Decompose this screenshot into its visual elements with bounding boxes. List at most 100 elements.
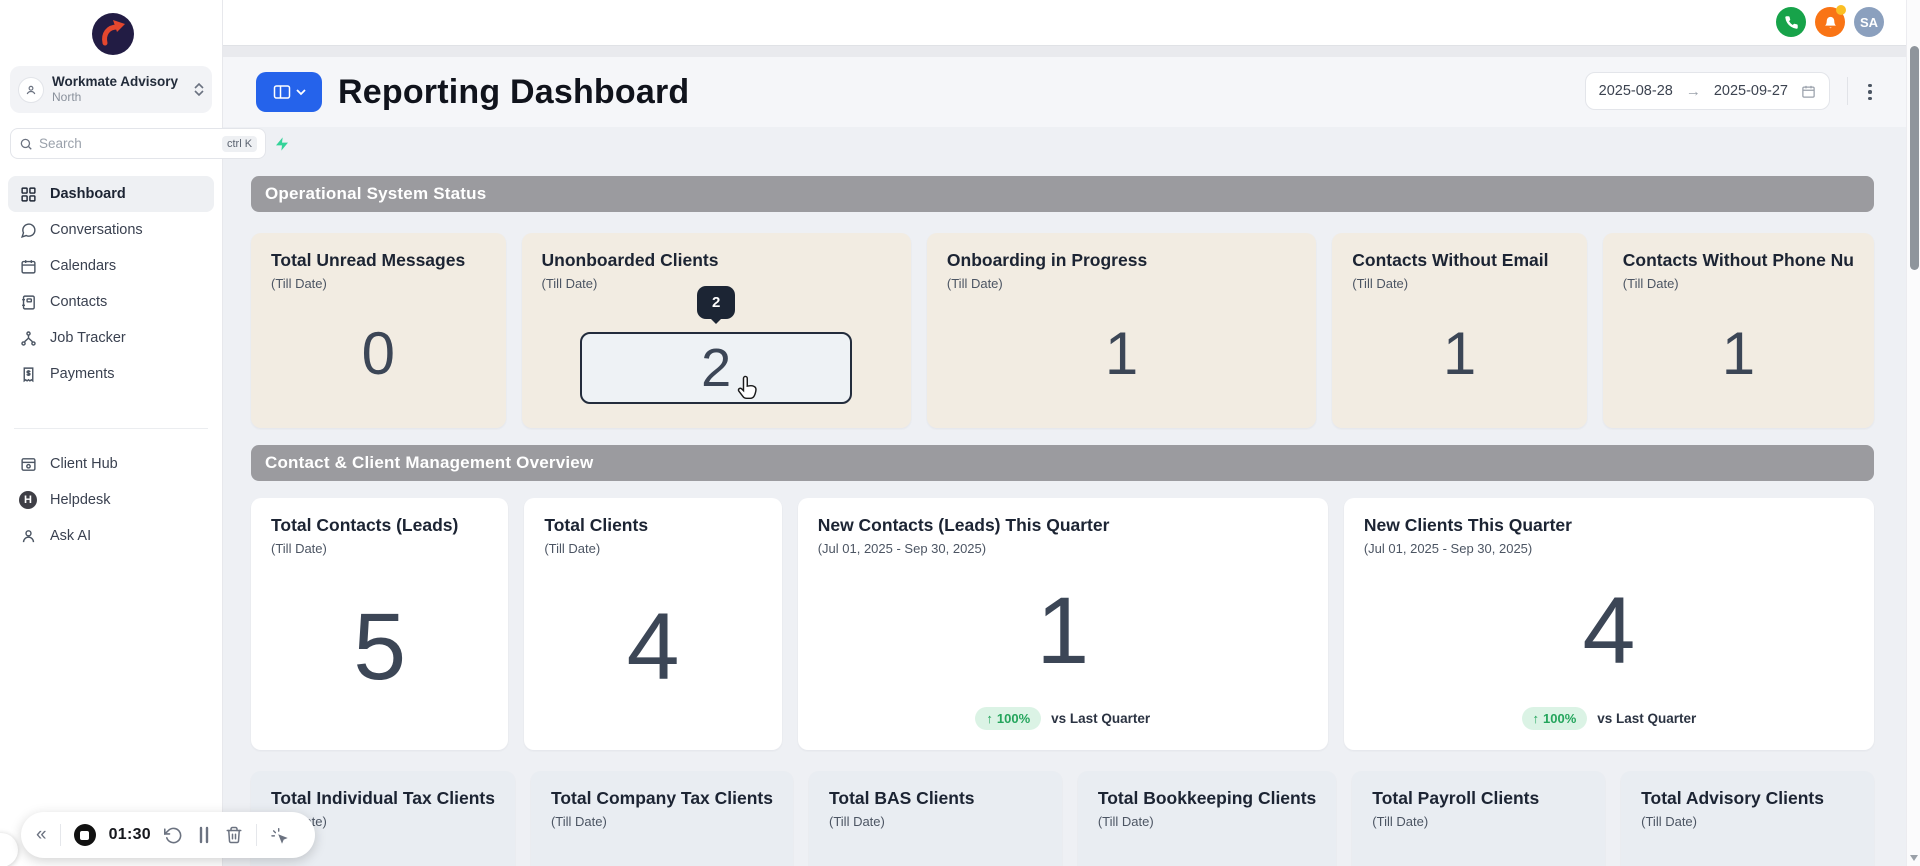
sidebar-item-payments[interactable]: Payments: [8, 356, 214, 392]
network-icon: [18, 330, 38, 347]
card-title: Total Unread Messages: [271, 250, 466, 270]
card-subtitle: (Till Date): [271, 541, 327, 556]
card-subtitle: (Till Date): [1622, 276, 1679, 291]
browser-window-icon: [18, 456, 38, 473]
card-title: New Contacts (Leads) This Quarter: [817, 515, 1110, 535]
phone-button[interactable]: [1776, 7, 1806, 37]
sidebar-item-label: Client Hub: [50, 456, 118, 472]
section-title: Operational System Status: [265, 184, 487, 203]
more-options-button[interactable]: [1860, 81, 1880, 103]
lightning-icon[interactable]: [274, 136, 290, 152]
sidebar-item-job-tracker[interactable]: Job Tracker: [8, 320, 214, 356]
topbar-strip: [223, 45, 1920, 57]
sidebar-item-conversations[interactable]: Conversations: [8, 212, 214, 248]
sidebar-item-label: Job Tracker: [50, 330, 126, 346]
vertical-scrollbar[interactable]: [1906, 0, 1920, 866]
sidebar-item-label: Helpdesk: [50, 492, 111, 508]
main-area: SA Reporting Dashboard 2025-08-28 → 2025…: [223, 0, 1920, 866]
card-title: Total Company Tax Clients: [550, 788, 773, 808]
dashboard-layout-button[interactable]: [256, 72, 322, 112]
metric-card-unonboarded-clients[interactable]: Unonboarded Clients (Till Date) 2 2: [521, 233, 911, 428]
metric-card-total-payroll-clients[interactable]: Total Payroll Clients (Till Date): [1352, 771, 1606, 866]
delete-recording-button[interactable]: [225, 826, 243, 844]
metric-card-contacts-without-email[interactable]: Contacts Without Email (Till Date) 1: [1332, 233, 1587, 428]
sidebar-item-label: Payments: [50, 366, 115, 382]
sidebar-item-ask-ai[interactable]: Ask AI: [8, 518, 214, 554]
card-value: 4: [626, 593, 680, 700]
pause-icon: [199, 826, 209, 844]
card-value: 1: [1104, 320, 1139, 387]
sidebar-item-label: Calendars: [50, 258, 117, 274]
grid-icon: [18, 186, 38, 203]
helpdesk-h-icon: H: [18, 491, 38, 509]
user-avatar[interactable]: SA: [1854, 7, 1884, 37]
restart-recording-button[interactable]: [164, 826, 183, 845]
stop-recording-button[interactable]: [73, 824, 96, 846]
metric-card-new-clients-this-quarter[interactable]: New Clients This Quarter (Jul 01, 2025 -…: [1343, 498, 1874, 750]
card-subtitle: (Till Date): [1641, 814, 1697, 829]
sidebar-nav: Dashboard Conversations Calendars Contac…: [8, 176, 214, 392]
card-subtitle: (Till Date): [544, 541, 601, 556]
section-header-contact-client: Contact & Client Management Overview: [251, 445, 1874, 481]
card-value: 5: [353, 593, 407, 700]
restart-icon: [164, 827, 182, 843]
metric-card-total-company-tax-clients[interactable]: Total Company Tax Clients (Till Date): [530, 771, 793, 866]
hover-tooltip: 2: [697, 286, 736, 319]
metric-card-total-bas-clients[interactable]: Total BAS Clients (Till Date): [809, 771, 1062, 866]
growth-badge: ↑ 100%: [975, 707, 1042, 730]
ops-card-grid: Total Unread Messages (Till Date) 0 Unon…: [251, 233, 1874, 428]
pause-recording-button[interactable]: [196, 826, 212, 844]
sidebar-item-calendars[interactable]: Calendars: [8, 248, 214, 284]
card-subtitle: (Jul 01, 2025 - Sep 30, 2025): [1363, 541, 1533, 556]
scrollbar-down-arrow-icon[interactable]: [1910, 855, 1918, 861]
collapse-toolbar-button[interactable]: «: [36, 823, 47, 845]
sidebar: Workmate Advisory North ctrl K Dashboard: [0, 0, 289, 866]
search-input[interactable]: [39, 136, 216, 151]
sidebar-item-client-hub[interactable]: Client Hub: [8, 446, 214, 482]
workspace-region: North: [52, 90, 82, 105]
contacts-card-grid: Total Contacts (Leads) (Till Date) 5 Tot…: [251, 498, 1874, 750]
notifications-button[interactable]: [1815, 5, 1846, 37]
metric-card-contacts-without-phone[interactable]: Contacts Without Phone Nu (Till Date) 1: [1602, 233, 1874, 428]
metric-card-onboarding-in-progress[interactable]: Onboarding in Progress (Till Date) 1: [926, 233, 1317, 428]
sidebar-item-helpdesk[interactable]: H Helpdesk: [8, 482, 214, 518]
card-subtitle: (Till Date): [1097, 814, 1154, 829]
growth-badge: ↑ 100%: [1521, 707, 1588, 730]
metric-card-total-unread-messages[interactable]: Total Unread Messages (Till Date) 0: [251, 233, 506, 428]
date-range-picker[interactable]: 2025-08-28 → 2025-09-27: [1584, 72, 1830, 110]
logo-arrow-icon: [102, 20, 125, 46]
card-subtitle: (Till Date): [1352, 276, 1409, 291]
scrollbar-thumb[interactable]: [1909, 46, 1919, 270]
metric-card-new-contacts-this-quarter[interactable]: New Contacts (Leads) This Quarter (Jul 0…: [797, 498, 1328, 750]
calendar-icon: [1801, 84, 1816, 99]
card-subtitle: (Till Date): [550, 814, 607, 829]
dashboard-content: Operational System Status Total Unread M…: [223, 127, 1920, 866]
card-subtitle: (Jul 01, 2025 - Sep 30, 2025): [817, 541, 987, 556]
card-title: Total Contacts (Leads): [271, 515, 459, 535]
recorder-dock-button[interactable]: [0, 833, 18, 866]
card-title: Contacts Without Phone Nu: [1622, 250, 1854, 270]
workspace-selector[interactable]: Workmate Advisory North: [10, 66, 212, 113]
contacts-book-icon: [18, 294, 38, 311]
totals-card-grid: Total Individual Tax Clients (Till Date)…: [251, 771, 1874, 866]
card-title: Total BAS Clients: [829, 788, 975, 808]
receipt-icon: [18, 366, 38, 383]
card-value: 1: [1721, 320, 1756, 387]
card-value-hovered[interactable]: 2: [579, 332, 853, 404]
metric-card-total-bookkeeping-clients[interactable]: Total Bookkeeping Clients (Till Date): [1077, 771, 1337, 866]
badge-note: vs Last Quarter: [1597, 711, 1697, 726]
chat-icon: [18, 222, 38, 239]
header-divider: [1847, 77, 1848, 105]
sidebar-item-contacts[interactable]: Contacts: [8, 284, 214, 320]
card-value: 4: [1582, 578, 1636, 684]
metric-card-total-contacts-leads[interactable]: Total Contacts (Leads) (Till Date) 5: [251, 498, 509, 750]
metric-card-total-advisory-clients[interactable]: Total Advisory Clients (Till Date): [1621, 771, 1874, 866]
sidebar-item-dashboard[interactable]: Dashboard: [8, 176, 214, 212]
card-value: 1: [1442, 320, 1477, 387]
section-header-operational: Operational System Status: [251, 176, 1874, 212]
click-effects-button[interactable]: [270, 826, 289, 845]
search-box[interactable]: ctrl K: [10, 128, 267, 159]
metric-card-total-clients[interactable]: Total Clients (Till Date) 4: [524, 498, 782, 750]
screen-recorder-toolbar: « 01:30: [21, 812, 315, 858]
card-value: 0: [361, 320, 395, 387]
